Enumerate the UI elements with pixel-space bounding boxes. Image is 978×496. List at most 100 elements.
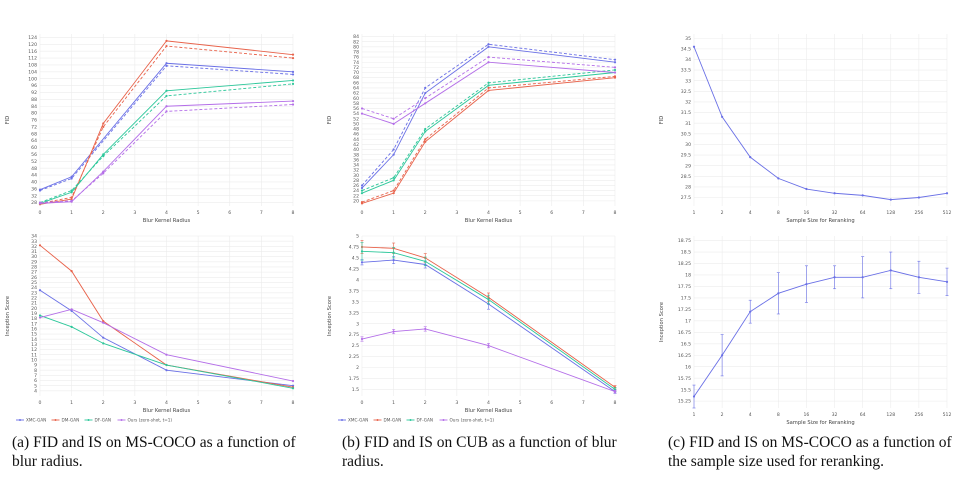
y-tick-label: 19: [31, 311, 37, 317]
legend-marker: [120, 419, 123, 421]
y-tick-label: 15.75: [678, 376, 691, 382]
data-point: [360, 337, 364, 341]
y-tick-label: 16: [685, 364, 691, 370]
y-tick-label: 40: [31, 180, 37, 186]
legend-marker: [442, 419, 445, 421]
y-tick-label: 88: [31, 97, 37, 103]
y-tick-label: 31.5: [681, 110, 691, 116]
y-tick-label: 33: [31, 239, 37, 245]
data-point: [487, 43, 490, 46]
series-line-blue: [693, 269, 948, 397]
x-tick-label: 7: [260, 400, 263, 406]
x-tick-label: 32: [832, 412, 838, 418]
data-point: [833, 276, 836, 279]
data-point: [889, 269, 892, 272]
data-point: [38, 289, 42, 292]
y-tick-label: 3.75: [349, 288, 359, 294]
x-tick-label: 4: [487, 210, 490, 216]
data-point: [805, 187, 808, 191]
data-point: [424, 260, 427, 263]
caption-b: (b) FID and IS on CUB as a function of b…: [342, 434, 617, 470]
chart-c-is: 15.25 15.5 15.75 16 16.25 16.5 16.75 17 17.25 17.…: [659, 236, 951, 426]
y-tick-label: 18.5: [681, 250, 691, 256]
data-point: [777, 177, 780, 180]
data-point: [291, 103, 295, 106]
data-point: [692, 45, 696, 48]
x-tick-label: 6: [550, 210, 553, 216]
data-point: [165, 62, 168, 65]
y-tick-label: 4.75: [349, 245, 359, 251]
x-tick-label: 1: [70, 210, 73, 216]
y-tick-label: 104: [28, 69, 37, 75]
legend-entry: DF-GAN: [417, 418, 434, 423]
data-point: [392, 330, 395, 333]
x-tick-label: 0: [361, 210, 364, 216]
y-tick-label: 34: [685, 57, 691, 63]
data-point: [613, 66, 617, 69]
chart-b-fid: 2022242628303234363840424446485052545658…: [327, 34, 617, 224]
y-tick-label: 20: [31, 306, 37, 312]
y-tick-label: 124: [28, 35, 37, 41]
data-point: [360, 107, 364, 110]
y-tick-label: 32.5: [681, 89, 691, 95]
y-tick-label: 58: [353, 101, 359, 107]
y-tick-label: 4: [356, 277, 359, 283]
y-tick-label: 116: [28, 49, 37, 55]
data-point: [487, 89, 490, 92]
x-tick-label: 6: [550, 400, 553, 406]
data-point: [38, 201, 42, 204]
y-tick-label: 20: [353, 198, 359, 204]
x-tick-label: 3: [133, 210, 136, 216]
x-tick-label: 7: [582, 210, 585, 216]
y-tick-label: 68: [353, 75, 359, 81]
data-point: [487, 86, 490, 90]
data-point: [424, 127, 427, 131]
data-point: [102, 320, 105, 323]
data-point: [291, 73, 295, 76]
x-tick-label: 4: [165, 400, 168, 406]
legend-entry: Ours (zero-shot, t=1): [450, 418, 495, 423]
y-tick-label: 27.5: [681, 195, 691, 201]
legend-entry: DM-GAN: [62, 418, 80, 423]
y-tick-label: 36: [31, 186, 37, 192]
y-tick-label: 64: [31, 138, 37, 144]
y-tick-label: 33: [685, 78, 691, 84]
y-tick-label: 13: [31, 342, 37, 348]
legend-entry: Ours (zero-shot, t=1): [128, 418, 173, 423]
data-point: [165, 39, 168, 42]
x-tick-label: 2: [721, 412, 724, 418]
x-tick-label: 128: [886, 412, 895, 418]
x-tick-label: 5: [519, 400, 522, 406]
legend-marker: [87, 419, 90, 421]
y-tick-label: 50: [353, 121, 359, 127]
x-tick-label: 0: [39, 400, 42, 406]
y-tick-label: 52: [353, 116, 359, 122]
x-tick-label: 5: [197, 210, 200, 216]
data-point: [392, 122, 395, 125]
y-tick-label: 3.5: [352, 299, 359, 305]
y-tick-label: 66: [353, 80, 359, 86]
y-tick-label: 17: [685, 318, 691, 324]
y-tick-label: 60: [353, 96, 359, 102]
data-point: [613, 388, 617, 391]
y-tick-label: 92: [31, 90, 37, 96]
data-point: [360, 250, 364, 253]
x-tick-label: 5: [519, 210, 522, 216]
x-tick-label: 8: [614, 400, 617, 406]
data-point: [487, 344, 490, 347]
data-point: [424, 327, 427, 331]
x-tick-label: 6: [228, 400, 231, 406]
data-point: [360, 261, 364, 264]
data-point: [613, 390, 617, 393]
data-point: [291, 79, 295, 82]
data-point: [70, 309, 73, 312]
y-tick-label: 17.5: [681, 296, 691, 302]
x-tick-label: 16: [804, 412, 810, 418]
x-tick-label: 2: [721, 210, 724, 216]
legend-marker: [341, 419, 343, 421]
data-point: [165, 369, 168, 372]
y-tick-label: 32: [353, 168, 359, 174]
y-tick-label: 32: [31, 244, 37, 250]
x-tick-label: 32: [832, 210, 838, 216]
y-tick-label: 34: [353, 163, 359, 169]
